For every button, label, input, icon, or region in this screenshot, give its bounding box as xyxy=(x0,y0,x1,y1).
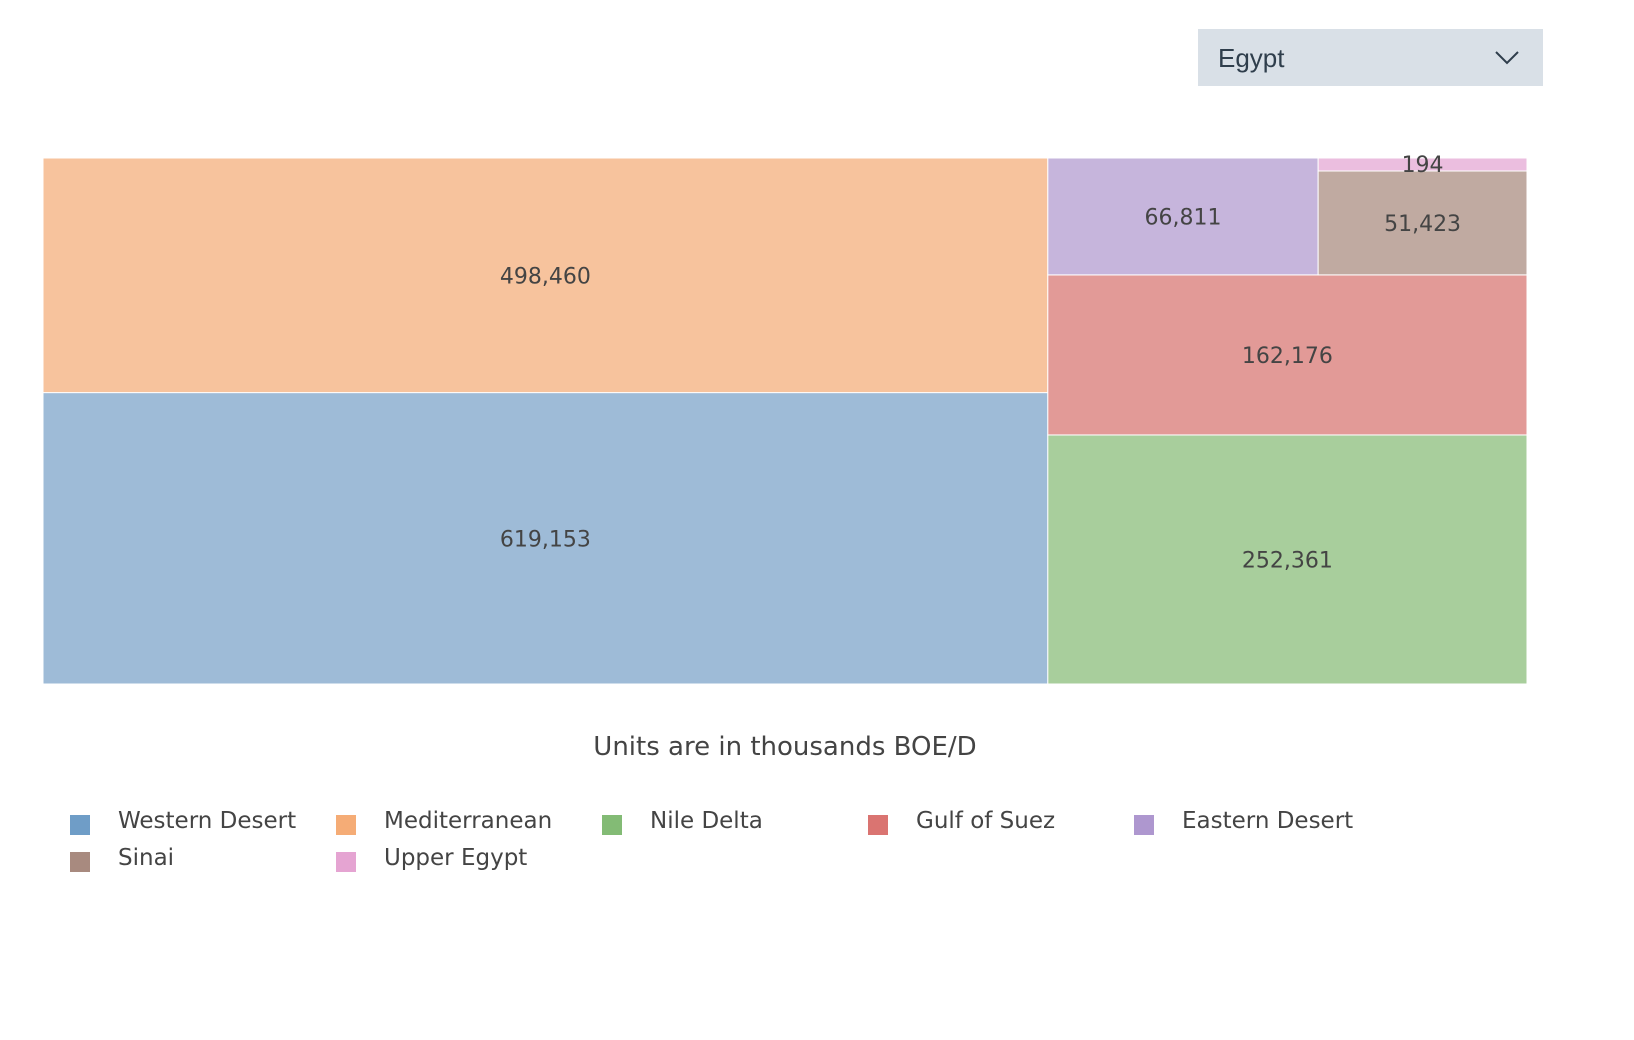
legend-label: Nile Delta xyxy=(650,808,763,834)
legend-label: Eastern Desert xyxy=(1182,808,1353,834)
legend-swatch xyxy=(868,815,888,835)
treemap-label-eastern-desert: 66,811 xyxy=(1144,205,1221,230)
legend-swatch xyxy=(1134,815,1154,835)
treemap-label-upper-egypt: 194 xyxy=(1402,153,1444,178)
treemap-chart: 619,153 498,460 252,361 162,176 66,811 51,423… xyxy=(0,0,1634,720)
legend-label: Western Desert xyxy=(118,808,296,834)
treemap-label-mediterranean: 498,460 xyxy=(500,264,591,289)
treemap-label-gulf-of-suez: 162,176 xyxy=(1242,344,1333,369)
legend-swatch xyxy=(70,852,90,872)
legend-label: Gulf of Suez xyxy=(916,808,1055,834)
legend-label: Mediterranean xyxy=(384,808,552,834)
legend-swatch xyxy=(336,852,356,872)
legend-swatch xyxy=(336,815,356,835)
legend-label: Upper Egypt xyxy=(384,845,527,871)
legend-swatch xyxy=(602,815,622,835)
treemap-label-western-desert: 619,153 xyxy=(500,527,591,552)
treemap-label-sinai: 51,423 xyxy=(1384,212,1461,237)
legend-swatch xyxy=(70,815,90,835)
treemap-label-nile-delta: 252,361 xyxy=(1242,548,1333,573)
chart-caption: Units are in thousands BOE/D xyxy=(0,732,1570,762)
legend-label: Sinai xyxy=(118,845,174,871)
